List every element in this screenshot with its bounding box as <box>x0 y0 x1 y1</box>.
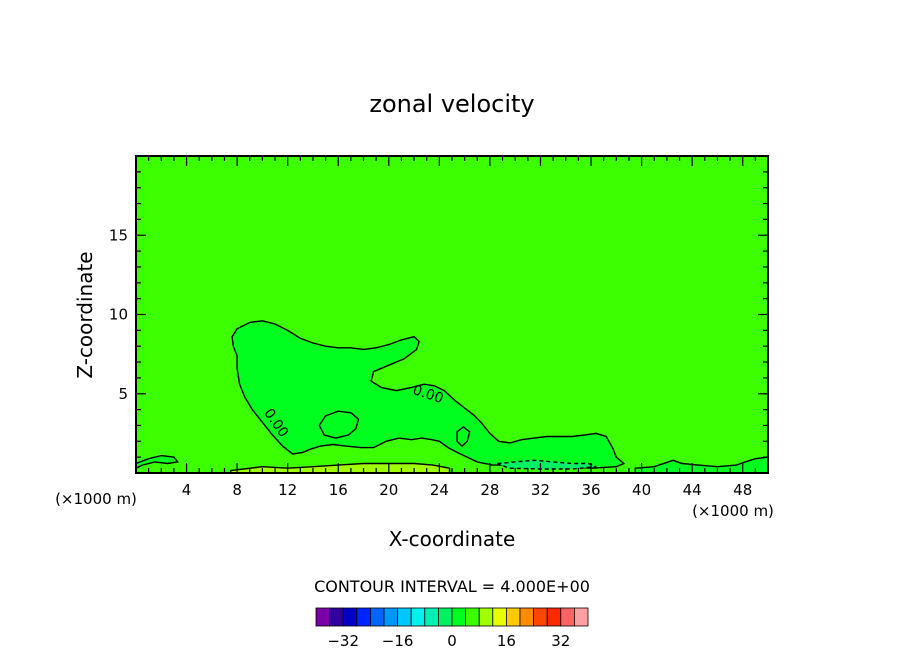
colorbar-tick-label: 16 <box>497 632 516 650</box>
colorbar-swatch <box>410 607 426 627</box>
x-tick-label: 40 <box>632 481 651 499</box>
contour-region <box>456 426 471 448</box>
colorbar <box>315 607 589 627</box>
colorbar-tick-label: −32 <box>327 632 359 650</box>
x-tick-label: 44 <box>683 481 702 499</box>
y-tick-label: 10 <box>109 306 128 324</box>
colorbar-swatch <box>329 607 344 627</box>
contour-region <box>634 456 768 473</box>
colorbar-swatch <box>342 607 358 627</box>
x-tick-labels: 4 8 12 16 20 24 28 32 36 40 44 48 <box>182 481 752 499</box>
x-tick-label: 24 <box>430 481 449 499</box>
colorbar-swatch <box>492 607 507 627</box>
colorbar-swatch <box>560 607 575 627</box>
colorbar-swatch <box>369 607 385 627</box>
axis-ticks <box>136 156 768 473</box>
x-tick-label: 8 <box>232 481 242 499</box>
x-tick-label: 36 <box>581 481 600 499</box>
colorbar-swatch <box>451 607 467 627</box>
colorbar-swatch <box>356 607 371 627</box>
colorbar-swatch <box>574 607 589 627</box>
contour-region <box>318 410 360 439</box>
x-tick-label: 20 <box>379 481 398 499</box>
colorbar-swatch <box>397 607 412 627</box>
x-tick-label: 32 <box>531 481 550 499</box>
colorbar-swatch <box>533 607 548 627</box>
colorbar-swatch <box>437 607 453 627</box>
chart-title: zonal velocity <box>369 90 534 118</box>
x-tick-label: 12 <box>278 481 297 499</box>
x-axis-label: X-coordinate <box>389 527 516 551</box>
contour-region <box>136 454 179 469</box>
colorbar-swatch <box>424 607 439 627</box>
colorbar-tick-label: −16 <box>382 632 414 650</box>
colorbar-tick-label: 32 <box>551 632 570 650</box>
x-unit-label-left: (×1000 m) <box>55 490 137 508</box>
colorbar-tick-label: 0 <box>447 632 457 650</box>
colorbar-tick-labels: −32 −16 0 16 32 <box>327 632 570 650</box>
colorbar-swatch <box>383 607 399 627</box>
colorbar-swatch <box>505 607 521 627</box>
y-tick-labels: 5 10 15 <box>109 226 128 403</box>
y-axis-label: Z-coordinate <box>73 251 97 378</box>
colorbar-swatch <box>478 607 494 627</box>
y-tick-label: 5 <box>118 385 128 403</box>
x-unit-label-right: (×1000 m) <box>692 502 774 520</box>
colorbar-swatch <box>315 607 331 627</box>
y-tick-label: 15 <box>109 226 128 244</box>
contour-interval-label: CONTOUR INTERVAL = 4.000E+00 <box>314 577 590 596</box>
contour-regions <box>136 320 768 473</box>
x-tick-label: 28 <box>480 481 499 499</box>
contour-region <box>497 459 597 470</box>
x-tick-label: 16 <box>329 481 348 499</box>
x-tick-label: 48 <box>733 481 752 499</box>
x-tick-label: 4 <box>182 481 192 499</box>
colorbar-swatch <box>519 607 535 627</box>
colorbar-swatch <box>465 607 480 627</box>
plot-area: 0.000.00 <box>135 155 769 474</box>
colorbar-swatch <box>546 607 562 627</box>
